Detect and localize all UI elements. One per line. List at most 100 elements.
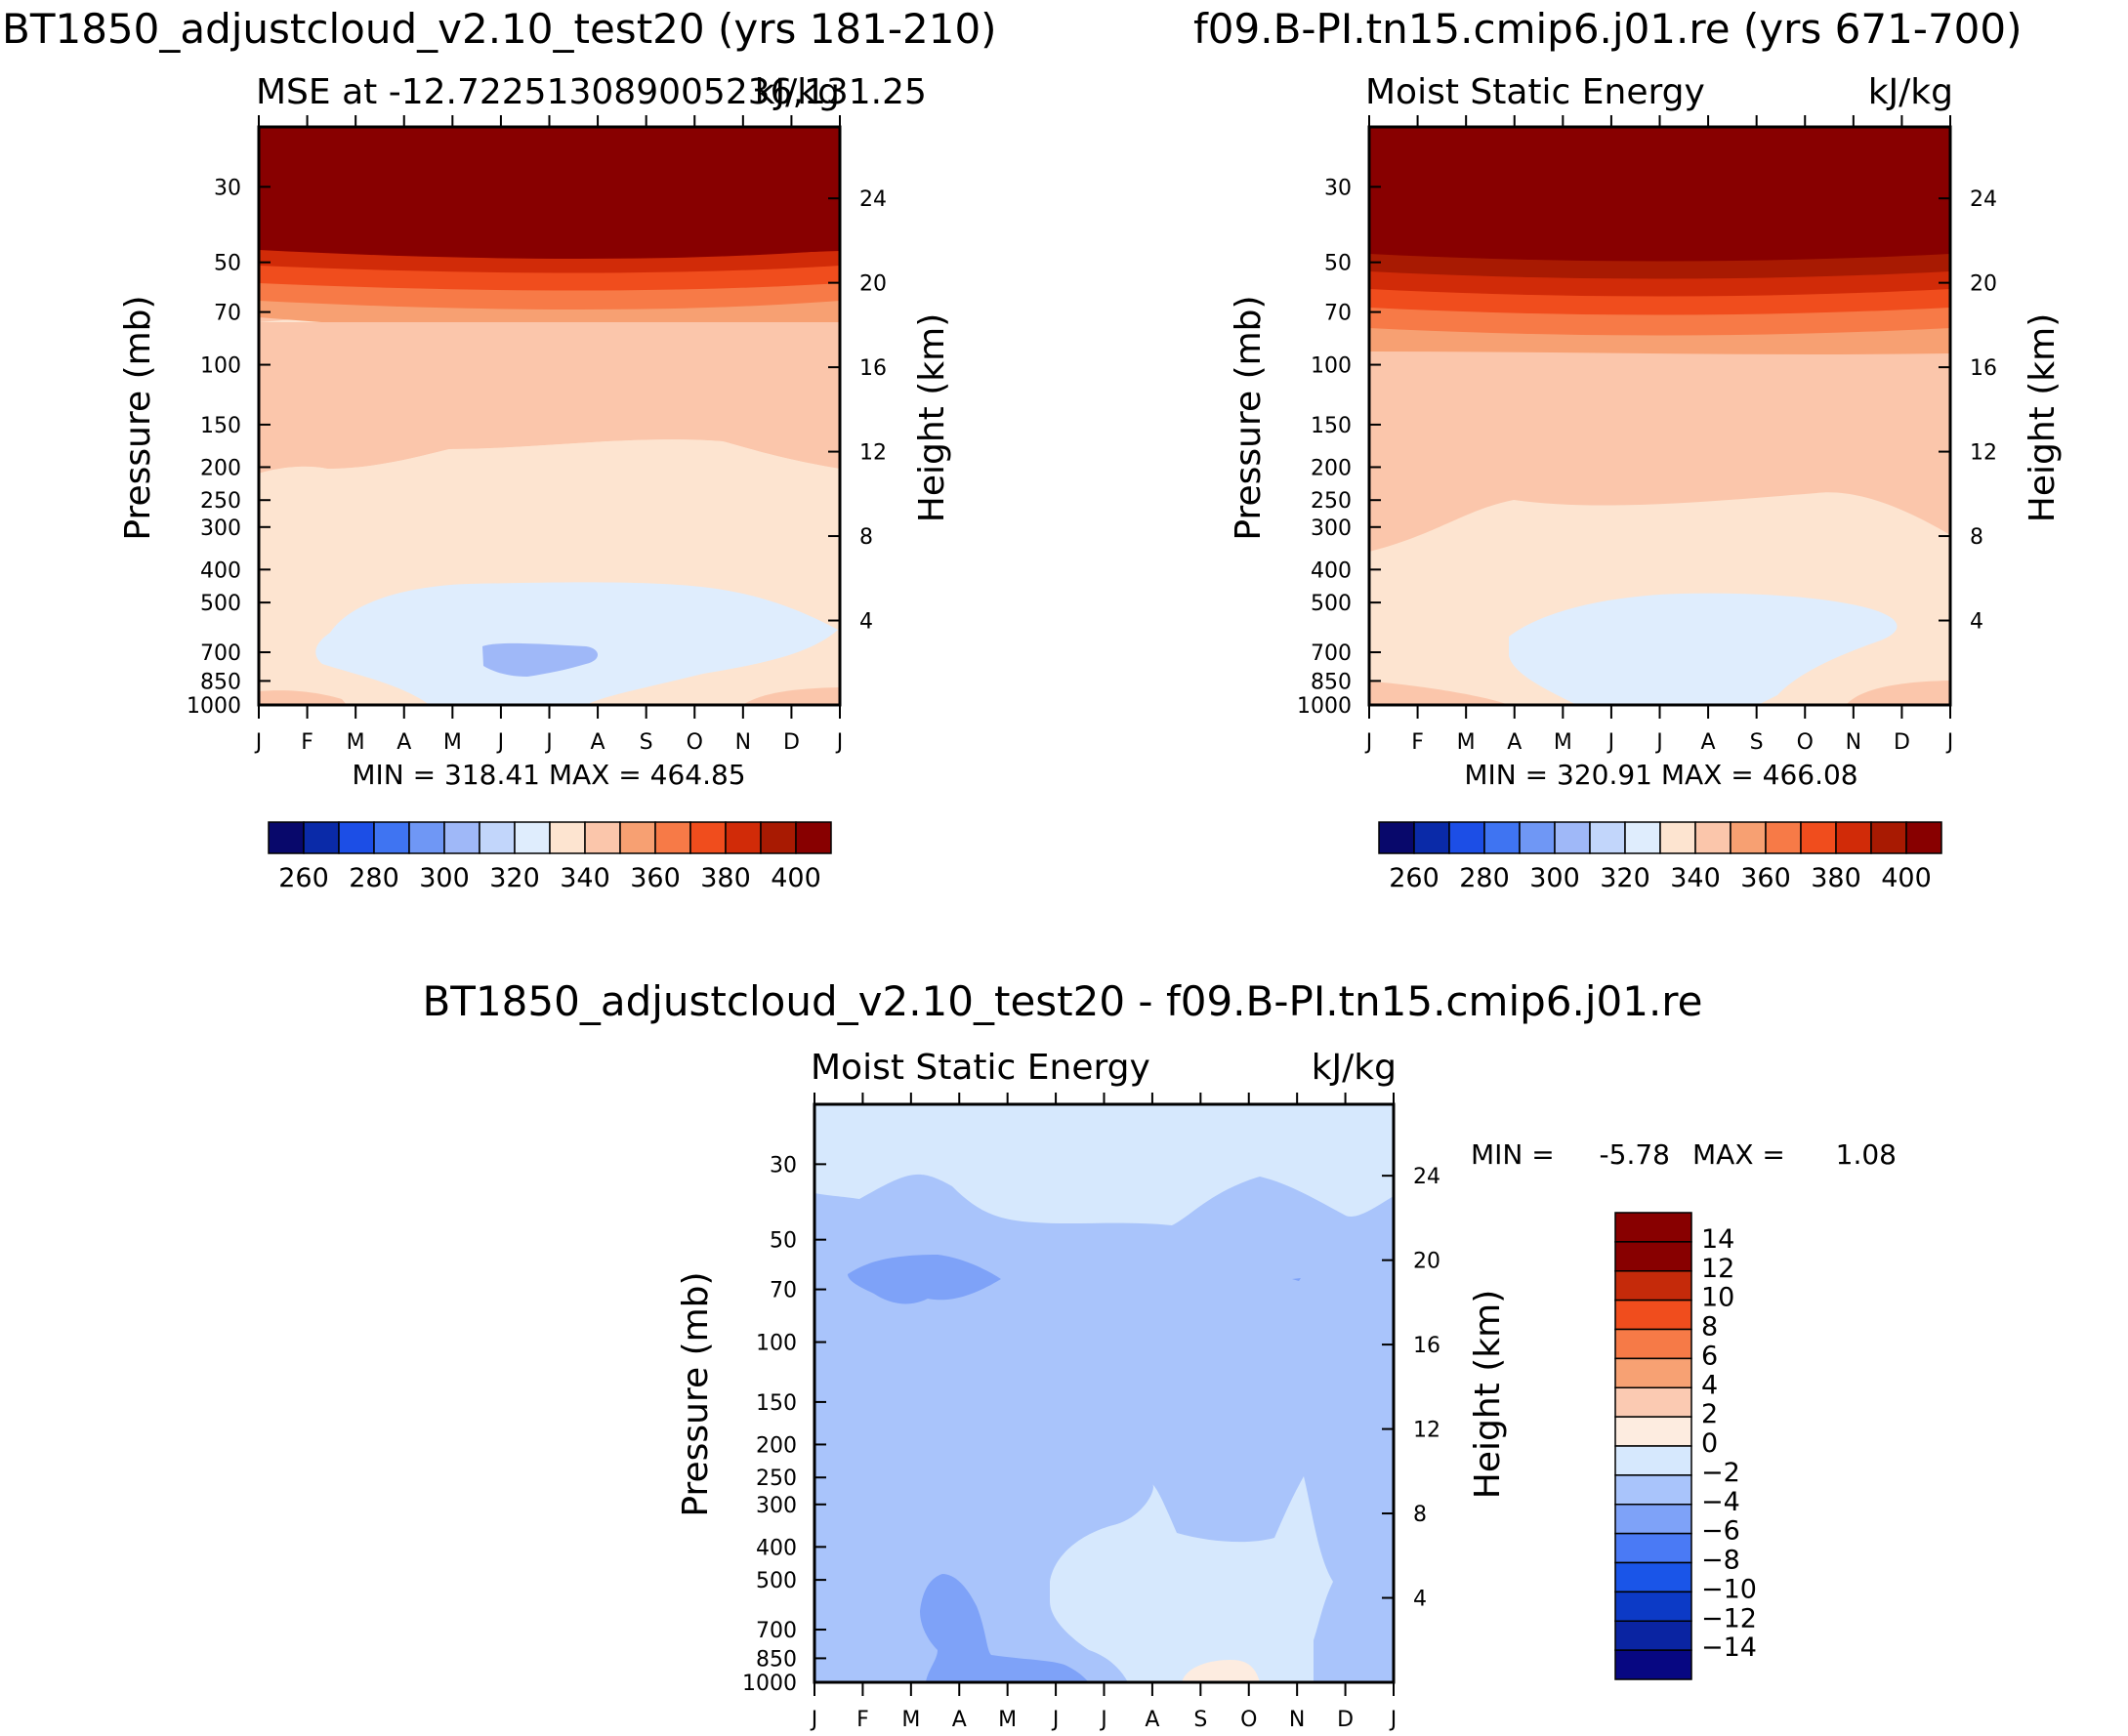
colorbar-label: 260 xyxy=(1389,863,1440,893)
colorbar-swatch xyxy=(1624,821,1661,854)
colorbar-swatch xyxy=(1659,821,1696,854)
x-tick-label: S xyxy=(640,730,653,755)
colorbar-label: 320 xyxy=(489,863,540,893)
colorbar-label: 14 xyxy=(1701,1224,1734,1255)
x-tick-label: F xyxy=(1411,730,1424,755)
y2-tick-label: 20 xyxy=(1970,272,1997,297)
y-tick-label: 100 xyxy=(1311,354,1352,379)
colorbar-label: 8 xyxy=(1701,1312,1718,1343)
units-label-difference: kJ/kg xyxy=(1312,1048,1397,1088)
colorbar-label: 340 xyxy=(1670,863,1721,893)
colorbar-label: −14 xyxy=(1701,1633,1757,1663)
colorbar-label: −6 xyxy=(1701,1516,1740,1547)
colorbar-swatch xyxy=(1614,1474,1692,1506)
colorbar-swatch xyxy=(1413,821,1450,854)
y-axis-title-pressure-test: Pressure (mb) xyxy=(118,295,158,540)
colorbar-swatch xyxy=(443,821,480,854)
x-tick-label: O xyxy=(1797,730,1814,755)
units-label-control: kJ/kg xyxy=(1868,72,1953,112)
colorbar-swatch xyxy=(1614,1445,1692,1476)
contour-fill-400 xyxy=(1369,127,1950,262)
y-tick-label: 300 xyxy=(756,1494,797,1518)
y2-tick-label: 8 xyxy=(1970,525,1983,550)
x-tick-label: O xyxy=(687,730,703,755)
y2-tick-label: 12 xyxy=(859,441,887,466)
y2-tick-label: 8 xyxy=(1413,1503,1427,1527)
colorbar-label: 380 xyxy=(1811,863,1861,893)
y2-tick-label: 24 xyxy=(1970,187,1997,212)
colorbar-label: 380 xyxy=(700,863,751,893)
plot-title-difference: Moist Static Energy xyxy=(811,1048,1150,1088)
contour-fill-320 xyxy=(315,582,838,705)
colorbar-swatch xyxy=(373,821,410,854)
contour-fill-340-sfc-left xyxy=(1369,682,1509,705)
x-tick-label: J xyxy=(1606,730,1615,755)
contour-field-control xyxy=(1369,127,1950,705)
y2-tick-label: 12 xyxy=(1970,441,1997,466)
y-tick-label: 150 xyxy=(200,414,241,438)
colorbar-swatch xyxy=(1614,1649,1692,1680)
y-tick-label: 50 xyxy=(214,252,241,276)
colorbar-swatch xyxy=(619,821,656,854)
colorbar-swatch xyxy=(1614,1504,1692,1535)
contour-fill-minus2-top xyxy=(814,1104,1394,1225)
colorbar-swatch xyxy=(689,821,727,854)
contour-fill-minus6-upper xyxy=(848,1255,1001,1304)
y2-axis-title-height-difference: Height (km) xyxy=(1468,1290,1508,1499)
y2-tick-label: 4 xyxy=(859,610,873,635)
colorbar-label: 400 xyxy=(1881,863,1932,893)
y-axis-title-pressure-difference: Pressure (mb) xyxy=(676,1271,716,1516)
y-tick-label: 200 xyxy=(1311,456,1352,480)
y-tick-label: 500 xyxy=(1311,592,1352,616)
contour-fill-340-sfc-left xyxy=(259,690,347,705)
colorbar-swatch xyxy=(1614,1241,1692,1272)
colorbar-swatch xyxy=(1870,821,1907,854)
x-tick-label: N xyxy=(1846,730,1861,755)
colorbar-swatch xyxy=(1554,821,1591,854)
y2-tick-label: 4 xyxy=(1970,610,1983,635)
plot-title-test: MSE at -12.722513089005236,131.25 xyxy=(256,72,927,112)
x-tick-label: O xyxy=(1240,1708,1257,1732)
y-tick-label: 300 xyxy=(200,517,241,541)
colorbar-swatch xyxy=(1614,1561,1692,1593)
colorbar-label: 300 xyxy=(419,863,470,893)
colorbar-swatch xyxy=(1614,1591,1692,1622)
x-tick-label: J xyxy=(496,730,505,755)
colorbar-swatch xyxy=(1614,1328,1692,1360)
x-tick-label: D xyxy=(1337,1708,1354,1732)
y2-tick-label: 20 xyxy=(1413,1250,1440,1274)
colorbar-swatch xyxy=(1378,821,1415,854)
colorbar-label: 360 xyxy=(630,863,681,893)
y-tick-label: 100 xyxy=(200,354,241,379)
y2-tick-label: 24 xyxy=(859,187,887,212)
y2-tick-label: 24 xyxy=(1413,1165,1440,1189)
y-tick-label: 850 xyxy=(1311,670,1352,694)
colorbar-label: −12 xyxy=(1701,1603,1757,1633)
colorbar-swatch xyxy=(303,821,340,854)
y-tick-label: 700 xyxy=(756,1619,797,1643)
contour-fill-minus2-lower xyxy=(1050,1476,1333,1682)
colorbar-swatch xyxy=(1765,821,1802,854)
x-tick-label: D xyxy=(1894,730,1910,755)
colorbar-label: 300 xyxy=(1529,863,1580,893)
y-tick-label: 400 xyxy=(1311,558,1352,583)
panel-difference: BT1850_adjustcloud_v2.10_test20 - f09.B-… xyxy=(422,977,1897,1732)
max-value-difference: 1.08 xyxy=(1836,1138,1897,1171)
x-tick-label: F xyxy=(301,730,313,755)
y-tick-label: 300 xyxy=(1311,517,1352,541)
x-tick-label: M xyxy=(998,1708,1017,1732)
colorbar-label: 4 xyxy=(1701,1370,1718,1400)
colorbar-swatch xyxy=(795,821,832,854)
panel-test-case: BT1850_adjustcloud_v2.10_test20 (yrs 181… xyxy=(2,5,997,893)
y-tick-label: 30 xyxy=(214,176,241,200)
colorbar-swatch xyxy=(549,821,586,854)
x-tick-label: M xyxy=(901,1708,920,1732)
y-tick-label: 70 xyxy=(770,1279,797,1303)
y2-tick-label: 16 xyxy=(1413,1334,1440,1358)
colorbar-label: 6 xyxy=(1701,1341,1718,1371)
x-tick-label: J xyxy=(810,1708,818,1732)
max-label-difference: MAX = xyxy=(1692,1138,1785,1171)
y-tick-label: 1000 xyxy=(742,1672,797,1696)
